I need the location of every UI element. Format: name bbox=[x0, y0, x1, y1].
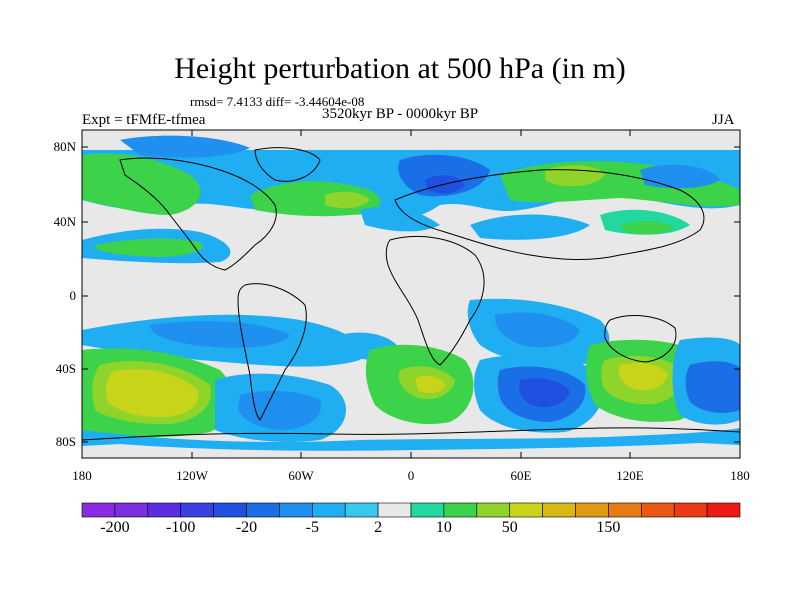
contour-blob bbox=[120, 135, 250, 158]
lat-label-0: 0 bbox=[70, 288, 77, 303]
chart-title: Height perturbation at 500 hPa (in m) bbox=[174, 52, 626, 85]
colorbar-label: -20 bbox=[236, 519, 257, 536]
lat-label-40s: 40S bbox=[56, 361, 76, 376]
contour-blob bbox=[82, 443, 740, 458]
season-label: JJA bbox=[712, 112, 735, 128]
colorbar bbox=[81, 502, 741, 518]
colorbar-swatch bbox=[640, 502, 675, 518]
colorbar-swatch bbox=[344, 502, 379, 518]
colorbar-swatch bbox=[377, 502, 412, 518]
contour-blob bbox=[325, 191, 370, 209]
contour-blob bbox=[360, 206, 440, 232]
colorbar-label: 2 bbox=[374, 519, 382, 536]
colorbar-label: 150 bbox=[596, 519, 620, 536]
contour-blob bbox=[105, 369, 199, 418]
coastline-australia bbox=[604, 315, 677, 363]
colorbar-label: -100 bbox=[166, 519, 195, 536]
colorbar-swatch bbox=[114, 502, 149, 518]
contour-blob bbox=[685, 361, 740, 413]
coastline-antarctica bbox=[82, 427, 740, 441]
lon-label-180e: 180 bbox=[730, 468, 750, 483]
contour-blob bbox=[640, 164, 720, 189]
colorbar-swatch bbox=[147, 502, 182, 518]
lon-label-60w: 60W bbox=[288, 468, 314, 483]
lon-labels: 180 120W 60W 0 60E 120E 180 bbox=[72, 468, 750, 483]
colorbar-label: -200 bbox=[100, 519, 129, 536]
colorbar-swatch bbox=[246, 502, 280, 518]
colorbar-swatch bbox=[279, 502, 313, 518]
coastline-africa bbox=[385, 235, 485, 366]
lon-label-180w: 180 bbox=[72, 468, 92, 483]
lon-label-60e: 60E bbox=[511, 468, 532, 483]
lat-label-80s: 80S bbox=[56, 434, 76, 449]
colorbar-swatch bbox=[213, 502, 247, 518]
contour-blob bbox=[495, 312, 580, 348]
colorbar-swatch bbox=[476, 502, 510, 518]
lat-labels: 80N 40N 0 40S 80S bbox=[54, 139, 77, 449]
contour-blob bbox=[238, 390, 321, 430]
colorbar-swatch bbox=[575, 502, 609, 518]
lon-axis bbox=[81, 130, 741, 458]
coastline-eurasia bbox=[394, 169, 705, 260]
experiment-label: Expt = tFMfE-tfmea bbox=[82, 112, 206, 128]
colorbar-swatch bbox=[443, 502, 478, 518]
lon-label-120e: 120E bbox=[616, 468, 644, 483]
colorbar-swatch bbox=[180, 502, 214, 518]
stats-line: rmsd= 7.4133 diff= -3.44604e-08 bbox=[190, 94, 365, 109]
coastline-north-america bbox=[119, 157, 277, 271]
contour-blob bbox=[95, 238, 203, 257]
lon-label-120w: 120W bbox=[176, 468, 209, 483]
colorbar-swatch bbox=[542, 502, 576, 518]
lon-label-0: 0 bbox=[408, 468, 415, 483]
period-label: 3520kyr BP - 0000kyr BP bbox=[322, 106, 479, 122]
colorbar-swatch bbox=[311, 502, 346, 518]
contour-blob bbox=[470, 214, 590, 240]
colorbar-swatch bbox=[706, 502, 741, 518]
colorbar-swatch bbox=[410, 502, 445, 518]
coastlines bbox=[82, 147, 740, 441]
lat-label-40n: 40N bbox=[54, 214, 77, 229]
colorbar-swatch bbox=[673, 502, 708, 518]
contour-blob bbox=[620, 221, 675, 235]
contour-blob bbox=[618, 362, 668, 391]
lat-label-80n: 80N bbox=[54, 139, 77, 154]
colorbar-label: -5 bbox=[306, 519, 319, 536]
contour-fills bbox=[82, 135, 740, 458]
colorbar-swatch bbox=[608, 502, 642, 518]
contour-blob bbox=[150, 321, 290, 348]
coastline-south-america bbox=[237, 283, 307, 421]
colorbar-swatch bbox=[81, 502, 116, 518]
colorbar-label: 50 bbox=[502, 519, 518, 536]
coastline-greenland bbox=[254, 147, 321, 182]
contour-blob bbox=[415, 375, 446, 394]
colorbar-swatch bbox=[509, 502, 543, 518]
colorbar-label: 10 bbox=[436, 519, 452, 536]
lat-axis bbox=[82, 146, 740, 443]
contour-blob bbox=[519, 378, 570, 408]
colorbar-labels: -200 -100 -20 -5 2 10 50 150 bbox=[100, 519, 620, 536]
contour-blob bbox=[82, 153, 201, 215]
